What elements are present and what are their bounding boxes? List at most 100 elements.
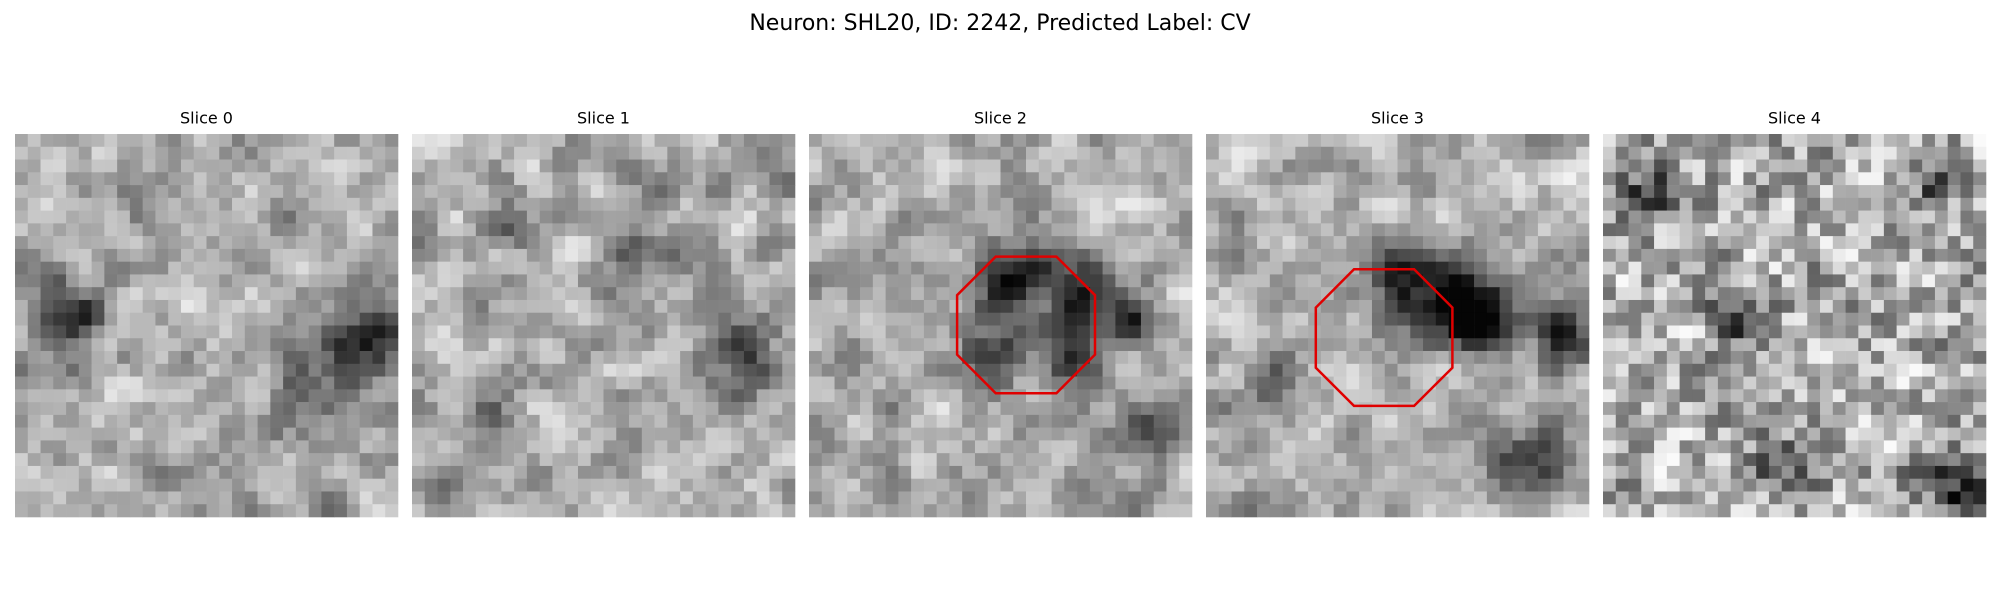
pixel <box>295 236 309 250</box>
pixel <box>1820 389 1834 403</box>
pixel <box>1000 312 1014 326</box>
pixel <box>1333 274 1347 288</box>
pixel <box>1102 146 1116 160</box>
pixel <box>911 389 925 403</box>
pixel <box>1845 248 1859 262</box>
pixel <box>1013 402 1027 416</box>
pixel <box>1896 453 1910 467</box>
pixel <box>1692 312 1706 326</box>
pixel <box>654 223 668 237</box>
pixel <box>1947 146 1961 160</box>
pixel <box>295 338 309 352</box>
pixel <box>1654 351 1668 365</box>
pixel <box>129 363 143 377</box>
pixel <box>1013 427 1027 441</box>
pixel <box>1423 504 1437 518</box>
pixel <box>667 236 681 250</box>
pixel <box>1371 146 1386 160</box>
pixel <box>834 197 848 211</box>
pixel <box>692 146 706 160</box>
pixel <box>641 478 655 492</box>
pixel <box>1679 172 1693 186</box>
pixel <box>1115 185 1129 199</box>
pixel <box>1934 134 1948 148</box>
pixel <box>1603 414 1617 428</box>
pixel <box>1820 299 1834 314</box>
pixel <box>962 134 976 148</box>
pixel <box>1448 338 1462 352</box>
pixel <box>168 159 182 173</box>
pixel <box>885 440 899 454</box>
pixel <box>603 414 617 428</box>
pixel <box>385 210 399 224</box>
pixel <box>641 338 655 352</box>
pixel <box>705 478 719 492</box>
pixel <box>475 440 489 454</box>
pixel <box>463 172 477 186</box>
pixel <box>1768 274 1783 288</box>
pixel <box>1858 478 1872 492</box>
pixel <box>1282 491 1296 505</box>
pixel <box>27 351 41 365</box>
pixel <box>206 197 220 211</box>
pixel <box>1654 427 1668 441</box>
pixel <box>1257 172 1271 186</box>
pixel <box>1654 223 1668 237</box>
pixel <box>244 223 258 237</box>
pixel <box>718 185 732 199</box>
pixel <box>193 134 207 148</box>
pixel <box>117 389 131 403</box>
pixel <box>1909 197 1923 211</box>
pixel <box>66 159 80 173</box>
pixel <box>193 172 207 186</box>
pixel <box>1179 389 1193 403</box>
pixel <box>1641 185 1655 199</box>
pixel <box>860 427 874 441</box>
pixel <box>923 440 937 454</box>
pixel <box>104 351 118 365</box>
pixel <box>463 312 477 326</box>
pixel <box>437 402 451 416</box>
pixel <box>577 248 592 262</box>
pixel <box>1461 134 1475 148</box>
pixel <box>1077 478 1091 492</box>
pixel <box>1397 312 1411 326</box>
pixel <box>346 287 360 301</box>
pixel <box>1692 159 1706 173</box>
pixel <box>1717 376 1731 390</box>
pixel <box>1909 223 1923 237</box>
pixel <box>1397 338 1411 352</box>
pixel <box>577 210 592 224</box>
pixel <box>1051 453 1065 467</box>
pixel <box>1896 465 1910 479</box>
pixel <box>1563 376 1577 390</box>
pixel <box>1166 172 1180 186</box>
pixel <box>526 210 540 224</box>
pixel <box>1820 146 1834 160</box>
pixel <box>1871 376 1885 390</box>
pixel <box>193 376 207 390</box>
pixel <box>1666 440 1680 454</box>
pixel <box>463 491 477 505</box>
pixel <box>334 274 348 288</box>
pixel <box>1115 248 1129 262</box>
pixel <box>1730 440 1744 454</box>
pixel <box>1654 287 1668 301</box>
pixel <box>629 261 643 275</box>
pixel <box>219 338 233 352</box>
pixel <box>1269 223 1283 237</box>
pixel <box>718 376 732 390</box>
pixel <box>168 478 182 492</box>
pixel <box>860 491 874 505</box>
pixel <box>1768 236 1783 250</box>
pixel <box>1244 453 1258 467</box>
pixel <box>1820 504 1834 518</box>
pixel <box>1013 197 1027 211</box>
pixel <box>565 299 579 314</box>
pixel <box>1308 504 1322 518</box>
pixel <box>872 146 886 160</box>
pixel <box>769 338 783 352</box>
slice-image <box>809 134 1193 518</box>
pixel <box>641 299 655 314</box>
pixel <box>1410 261 1424 275</box>
